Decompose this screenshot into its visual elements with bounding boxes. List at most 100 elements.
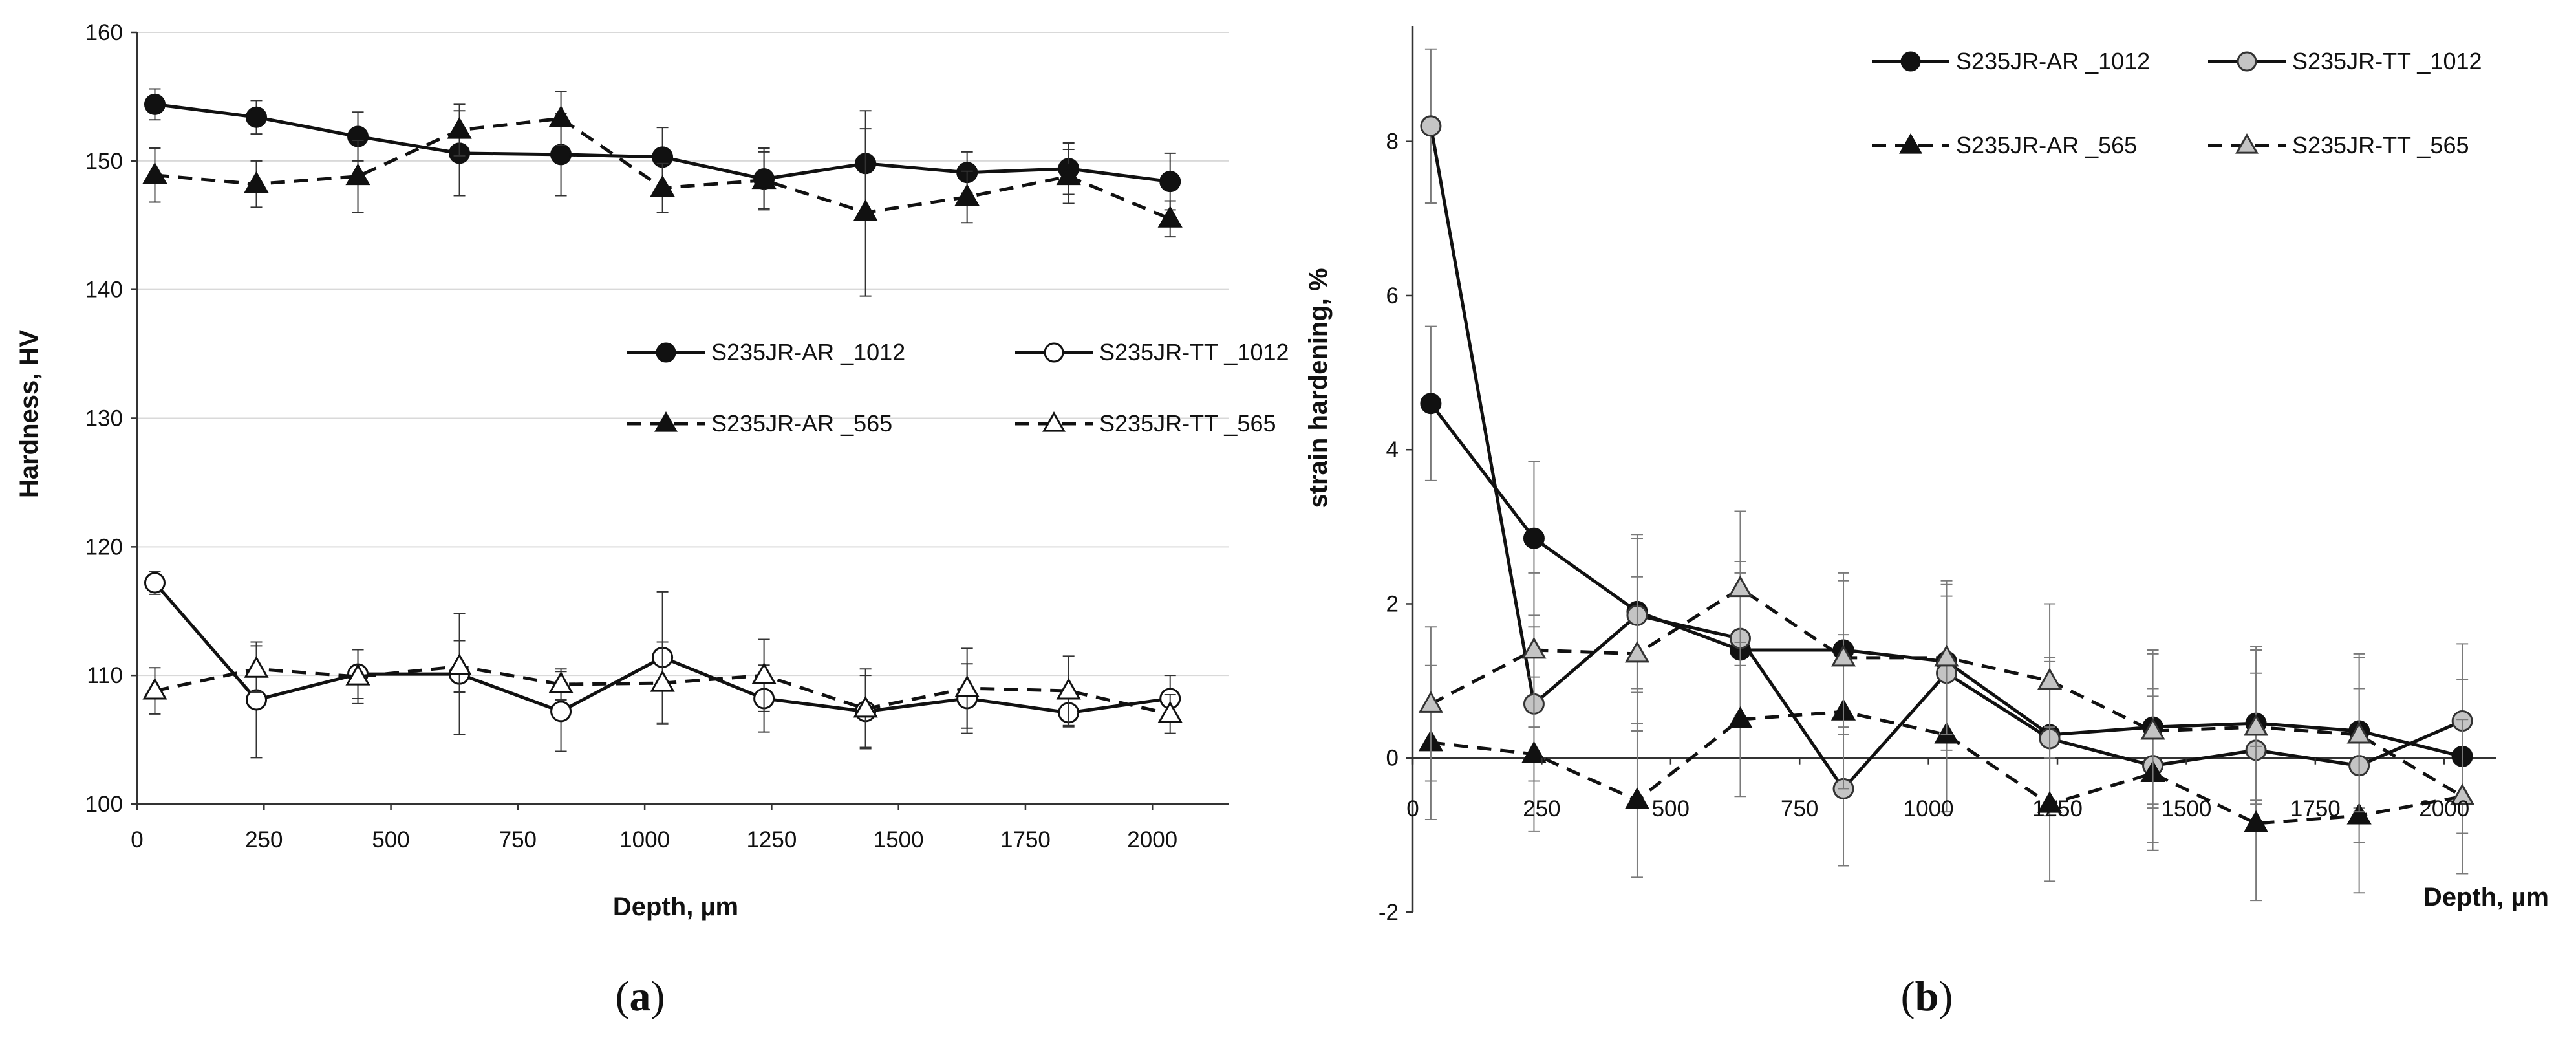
x-tick-label: 1000 xyxy=(619,827,670,853)
x-axis-title: Depth, µm xyxy=(613,893,738,921)
data-point xyxy=(244,171,269,193)
data-point xyxy=(144,93,166,115)
series-s235jr-ar-565 xyxy=(142,91,1183,297)
y-tick-label: 140 xyxy=(85,277,123,303)
data-point xyxy=(244,656,269,678)
data-point xyxy=(1728,706,1753,728)
y-tick-label: 8 xyxy=(1386,129,1399,155)
data-point xyxy=(2140,717,2165,740)
data-point xyxy=(1056,163,1081,186)
caption-open-paren: ( xyxy=(616,973,630,1020)
data-point xyxy=(2346,802,2372,825)
legend-label: S235JR-TT _1012 xyxy=(2292,48,2482,74)
legend-label: S235JR-TT _565 xyxy=(1099,410,1276,437)
x-tick-label: 1500 xyxy=(2161,796,2211,821)
data-point xyxy=(246,106,268,128)
data-point xyxy=(1523,527,1545,549)
data-point xyxy=(1934,644,1959,667)
data-point xyxy=(2346,721,2372,744)
legend-entry: S235JR-TT _1012 xyxy=(1015,339,1289,365)
x-tick-label: 750 xyxy=(499,827,537,853)
x-tick-label: 1750 xyxy=(2290,796,2341,821)
data-point xyxy=(1624,640,1650,663)
data-point xyxy=(1157,701,1183,723)
panel-caption: (b) xyxy=(1901,973,1953,1020)
data-point xyxy=(345,163,370,186)
data-point xyxy=(751,167,777,190)
legend-label: S235JR-AR _565 xyxy=(711,410,892,437)
legend-marker xyxy=(1044,342,1064,363)
y-tick-label: 130 xyxy=(85,406,123,431)
data-point xyxy=(1521,741,1547,763)
data-point xyxy=(550,144,572,166)
data-point xyxy=(550,701,572,723)
x-tick-label: 1250 xyxy=(2032,796,2083,821)
x-tick-label: 250 xyxy=(1523,796,1560,821)
data-point xyxy=(954,675,980,697)
legend-marker xyxy=(2235,133,2259,154)
data-point xyxy=(650,669,675,692)
y-tick-label: 100 xyxy=(85,792,123,817)
data-point xyxy=(1420,393,1442,415)
legend-label: S235JR-AR _1012 xyxy=(1956,48,2150,74)
data-point xyxy=(246,689,268,711)
data-point xyxy=(548,671,574,693)
y-axis-title: strain hardening, % xyxy=(1304,268,1333,508)
legend-entry: S235JR-AR _565 xyxy=(627,410,892,437)
x-tick-label: 1500 xyxy=(874,827,924,853)
y-tick-label: 110 xyxy=(87,663,123,688)
data-point xyxy=(447,653,472,675)
data-point xyxy=(853,199,878,221)
panel-a-hardness-chart: 100 110 120 130 140 150 160 0 250 500 750 1000 1250 1… xyxy=(15,20,1289,1020)
y-tick-label: 2 xyxy=(1386,591,1399,616)
legend-label: S235JR-TT _565 xyxy=(2292,132,2469,158)
legend-marker xyxy=(656,342,676,363)
y-tick-label: 0 xyxy=(1386,746,1399,771)
data-point xyxy=(2243,713,2269,736)
x-tick-label: 2000 xyxy=(1127,827,1177,853)
x-axis-title: Depth, µm xyxy=(2423,883,2549,911)
x-tick-label: 1000 xyxy=(1904,796,1954,821)
series-line xyxy=(1430,710,2463,825)
data-point xyxy=(142,677,167,700)
y-tick-label: 4 xyxy=(1386,437,1399,462)
data-point xyxy=(2450,783,2475,805)
data-point xyxy=(548,105,574,127)
legend-marker xyxy=(1042,411,1066,432)
legend-marker xyxy=(1900,51,1921,72)
data-point xyxy=(1418,691,1444,713)
legend-entry: S235JR-TT _1012 xyxy=(2208,48,2482,74)
y-tick-label: 160 xyxy=(85,20,123,45)
legend-entry: S235JR-TT _565 xyxy=(1015,410,1276,437)
caption-letter: a xyxy=(630,973,651,1020)
data-point xyxy=(1420,115,1442,137)
x-tick-label: 250 xyxy=(245,827,283,853)
data-point xyxy=(853,695,878,718)
data-point xyxy=(650,175,675,197)
x-tick-label: 0 xyxy=(1406,796,1419,821)
data-point xyxy=(1056,677,1081,700)
y-tick-label: 120 xyxy=(85,534,123,560)
legend-label: S235JR-TT _1012 xyxy=(1099,339,1289,365)
caption-close-paren: ) xyxy=(1938,973,1953,1020)
legend-entry: S235JR-AR _565 xyxy=(1872,132,2137,158)
y-tick-label: -2 xyxy=(1379,900,1399,925)
caption-close-paren: ) xyxy=(651,973,665,1020)
legend-label: S235JR-AR _565 xyxy=(1956,132,2137,158)
data-point xyxy=(954,184,980,206)
legend-marker xyxy=(1898,133,1923,154)
legend-label: S235JR-AR _1012 xyxy=(711,339,905,365)
y-tick-label: 150 xyxy=(85,149,123,174)
legend-entry: S235JR-AR _1012 xyxy=(627,339,905,365)
x-tick-label: 0 xyxy=(131,827,143,853)
x-tick-label: 500 xyxy=(1652,796,1690,821)
caption-letter: b xyxy=(1915,973,1939,1020)
legend-marker xyxy=(654,411,678,432)
series-s235jr-tt-565 xyxy=(1418,510,2475,875)
legend-marker xyxy=(2237,51,2257,72)
data-point xyxy=(1830,644,1856,667)
data-point xyxy=(1624,787,1650,809)
data-point xyxy=(2243,810,2269,832)
data-point xyxy=(142,162,167,184)
